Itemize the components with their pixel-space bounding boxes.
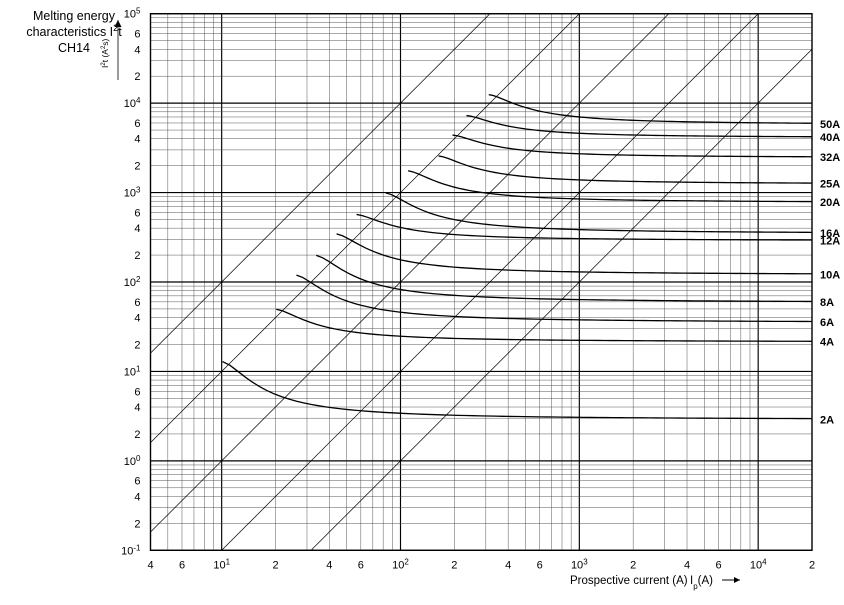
svg-text:4: 4	[134, 492, 140, 504]
svg-text:4: 4	[505, 559, 511, 571]
svg-text:40A: 40A	[820, 132, 840, 144]
svg-text:2: 2	[134, 161, 140, 173]
svg-text:2: 2	[134, 340, 140, 352]
svg-text:20A: 20A	[820, 197, 840, 209]
svg-text:6: 6	[134, 118, 140, 130]
svg-text:4: 4	[134, 313, 140, 325]
svg-text:32A: 32A	[820, 152, 840, 164]
svg-text:2: 2	[630, 559, 636, 571]
svg-text:6: 6	[715, 559, 721, 571]
svg-text:CH14: CH14	[58, 41, 90, 55]
svg-text:2: 2	[134, 429, 140, 441]
svg-text:2: 2	[809, 559, 815, 571]
svg-text:4: 4	[147, 559, 153, 571]
svg-text:4A: 4A	[820, 337, 834, 349]
svg-text:2: 2	[134, 250, 140, 262]
svg-text:2: 2	[272, 559, 278, 571]
svg-text:8A: 8A	[820, 297, 834, 309]
svg-text:2: 2	[134, 518, 140, 530]
svg-text:6: 6	[358, 559, 364, 571]
svg-text:2: 2	[451, 559, 457, 571]
svg-text:4: 4	[134, 134, 140, 146]
svg-text:4: 4	[134, 44, 140, 56]
svg-text:characteristics I2t: characteristics I2t	[26, 23, 122, 39]
svg-text:Melting energy: Melting energy	[33, 9, 116, 23]
svg-text:6: 6	[537, 559, 543, 571]
svg-text:6: 6	[134, 207, 140, 219]
svg-text:6: 6	[134, 297, 140, 309]
svg-text:2: 2	[134, 71, 140, 83]
svg-text:Prospective current (A): Prospective current (A)	[570, 575, 688, 587]
svg-text:10A: 10A	[820, 269, 840, 281]
svg-text:6: 6	[134, 476, 140, 488]
svg-text:4: 4	[684, 559, 690, 571]
svg-text:6: 6	[134, 29, 140, 41]
svg-text:6: 6	[179, 559, 185, 571]
svg-text:4: 4	[134, 223, 140, 235]
svg-text:6: 6	[134, 386, 140, 398]
svg-text:4: 4	[134, 402, 140, 414]
svg-text:2A: 2A	[820, 414, 834, 426]
svg-text:50A: 50A	[820, 119, 840, 131]
svg-text:16A: 16A	[820, 228, 840, 240]
svg-text:4: 4	[326, 559, 332, 571]
svg-text:25A: 25A	[820, 179, 840, 191]
svg-text:6A: 6A	[820, 317, 834, 329]
